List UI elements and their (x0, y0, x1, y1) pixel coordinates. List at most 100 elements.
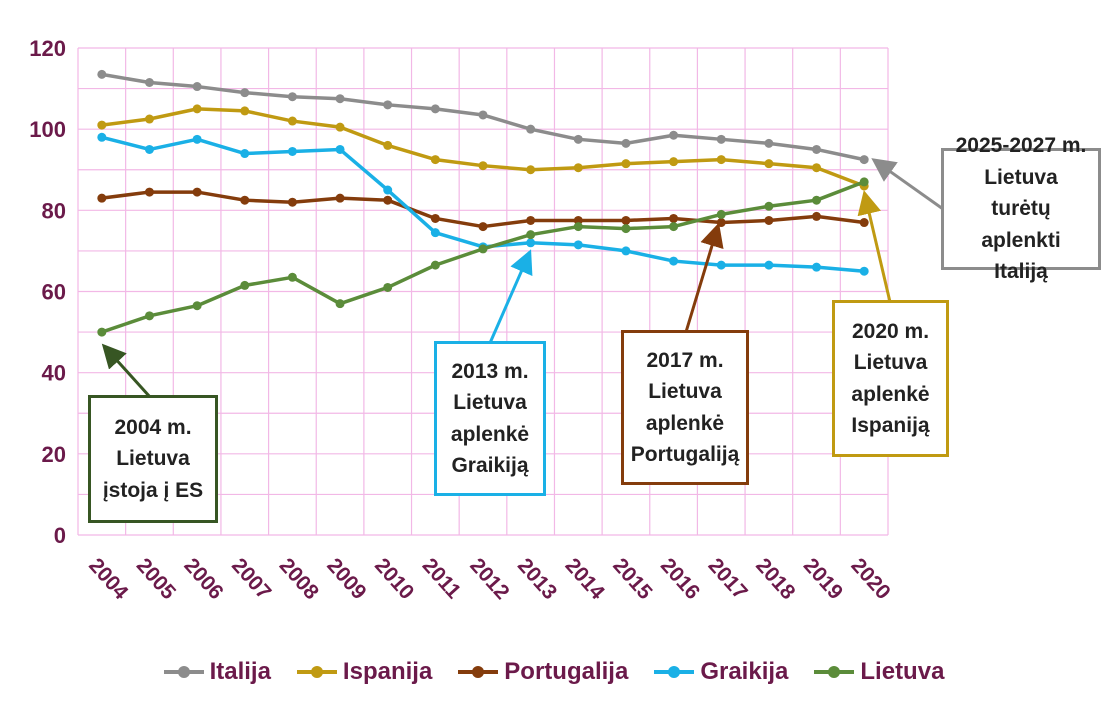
data-point-graikija (287, 146, 297, 156)
legend-swatch (163, 666, 204, 678)
legend-item-lietuva: Lietuva (814, 658, 944, 686)
data-point-portugalija (812, 211, 822, 221)
annotation-text: 2013 m. Lietuva aplenkė Graikiją (451, 356, 529, 482)
data-point-italija (144, 77, 154, 87)
chart-legend: Italija Ispanija Portugalija Graikija Lietuv… (0, 652, 1108, 692)
legend-swatch (814, 666, 855, 678)
data-point-italija (716, 134, 726, 144)
data-point-graikija (859, 266, 869, 276)
x-axis-tick-labels: 2004 2005 2006 2007 2008 2009 2010 2011 2012 2013… (84, 554, 895, 604)
data-point-graikija (97, 132, 107, 142)
x-tick-label: 2020 (846, 554, 894, 604)
data-point-lietuva (526, 230, 536, 240)
data-point-portugalija (335, 193, 345, 203)
data-point-italija (478, 110, 488, 120)
data-point-ispanija (764, 159, 774, 169)
annotation-line: Lietuva (116, 447, 190, 471)
legend-swatch (296, 666, 337, 678)
legend-label: Ispanija (342, 658, 433, 685)
x-tick-label: 2014 (561, 554, 610, 604)
annotation-line: 2004 m. (114, 415, 192, 439)
data-point-italija (573, 134, 583, 144)
data-point-lietuva (335, 299, 345, 309)
x-tick-label: 2018 (751, 554, 800, 604)
annotation-line: įstoja į ES (102, 478, 204, 502)
annotation-2013: 2013 m. Lietuva aplenkė Graikiją (434, 341, 546, 496)
data-point-graikija (240, 149, 250, 159)
annotation-line: 2017 m. (646, 348, 724, 372)
data-point-graikija (764, 260, 774, 270)
data-point-ispanija (383, 140, 393, 150)
data-point-graikija (430, 228, 440, 238)
x-tick-label: 2006 (179, 554, 227, 604)
data-point-ispanija (192, 104, 202, 114)
data-point-lietuva (478, 244, 488, 254)
legend-item-ispanija: Ispanija (296, 658, 433, 686)
annotation-line: 2013 m. (451, 359, 529, 383)
data-point-graikija (192, 134, 202, 144)
y-tick-label: 100 (29, 117, 66, 142)
data-point-ispanija (478, 161, 488, 171)
data-point-ispanija (812, 163, 822, 173)
data-point-graikija (526, 238, 536, 248)
legend-label: Italija (209, 658, 271, 685)
annotation-arrows (101, 158, 944, 399)
data-point-portugalija (430, 213, 440, 223)
arrow-ann-2004 (101, 343, 152, 399)
series-line-lietuva (101, 180, 865, 334)
x-tick-label: 2008 (275, 554, 324, 604)
x-tick-label: 2019 (799, 554, 847, 604)
x-tick-label: 2007 (227, 554, 275, 604)
data-point-graikija (383, 185, 393, 195)
data-point-lietuva (383, 282, 393, 292)
x-tick-label: 2015 (608, 554, 657, 604)
annotation-line: Lietuva (453, 391, 527, 414)
legend-label: Portugalija (504, 658, 629, 685)
data-point-lietuva (144, 311, 154, 321)
annotation-line: Ispaniją (851, 414, 930, 437)
y-tick-label: 0 (54, 523, 66, 548)
data-point-ispanija (144, 114, 154, 124)
data-point-portugalija (716, 218, 726, 228)
y-axis-tick-labels: 0 20 40 60 80 100 120 (29, 36, 66, 548)
data-point-lietuva (430, 260, 440, 270)
data-point-portugalija (287, 197, 297, 207)
data-point-graikija (812, 262, 822, 272)
data-point-graikija (573, 240, 583, 250)
data-point-ispanija (430, 155, 440, 165)
data-point-ispanija (335, 122, 345, 132)
data-point-italija (812, 144, 822, 154)
data-point-lietuva (859, 177, 869, 187)
series-graikija (97, 132, 869, 276)
legend-item-graikija: Graikija (654, 658, 788, 686)
data-point-italija (383, 100, 393, 110)
data-point-portugalija (859, 218, 869, 228)
annotation-line: 2025-2027 m. (955, 134, 1087, 158)
arrow-ann-2013 (488, 249, 533, 344)
annotation-text: 2025-2027 m. Lietuva turėtų aplenkti Itali… (952, 130, 1090, 288)
annotation-line: aplenkė (450, 422, 530, 446)
legend-label: Lietuva (860, 658, 945, 685)
data-point-portugalija (478, 222, 488, 232)
y-tick-label: 120 (29, 36, 66, 61)
y-tick-label: 40 (42, 361, 66, 386)
x-tick-label: 2016 (656, 554, 704, 604)
line-chart: 0 20 40 60 80 100 120 2004 2005 2006 2007 2008 2009… (29, 36, 944, 604)
legend-swatch (458, 666, 499, 678)
legend-swatch (654, 666, 695, 678)
annotation-2017: 2017 m. Lietuva aplenkė Portugaliją (621, 330, 749, 485)
x-tick-label: 2012 (465, 554, 513, 604)
x-tick-label: 2005 (132, 554, 181, 604)
annotation-line: Portugaliją (630, 443, 740, 466)
data-point-lietuva (97, 327, 107, 337)
data-point-italija (859, 155, 869, 165)
data-point-graikija (335, 144, 345, 154)
data-point-lietuva (192, 301, 202, 311)
data-point-ispanija (716, 155, 726, 165)
annotation-line: aplenkė (851, 382, 930, 406)
data-point-graikija (144, 144, 154, 154)
annotation-line: 2020 m. (851, 319, 930, 343)
data-point-portugalija (526, 215, 536, 225)
data-point-portugalija (383, 195, 393, 205)
data-point-italija (192, 82, 202, 92)
